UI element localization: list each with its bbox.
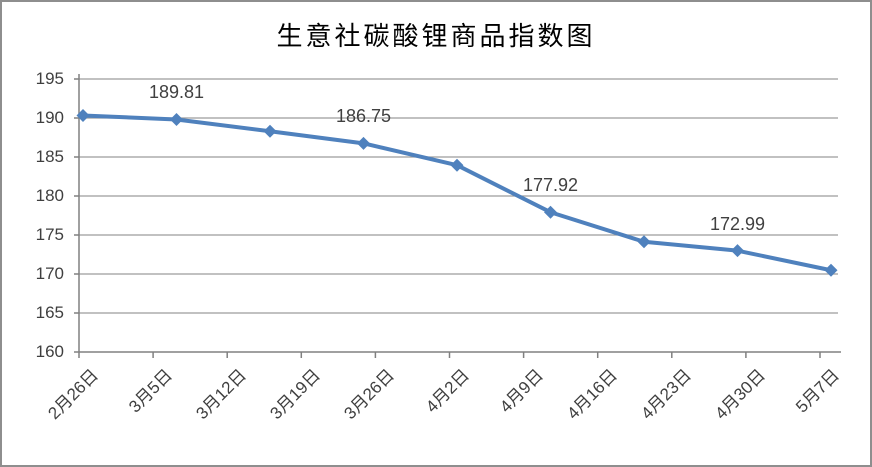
chart-title: 生意社碳酸锂商品指数图 xyxy=(276,22,596,52)
data-point-marker xyxy=(450,158,464,172)
data-point-label: 172.99 xyxy=(709,213,766,234)
data-point-marker xyxy=(357,136,370,150)
y-axis-label: 185 xyxy=(35,147,64,166)
y-axis-label: 160 xyxy=(35,342,64,361)
y-axis-label: 190 xyxy=(35,108,64,127)
data-point-marker xyxy=(637,235,651,249)
y-axis-label: 170 xyxy=(35,264,64,283)
data-point-marker xyxy=(731,244,744,258)
y-axis-label: 180 xyxy=(35,186,64,205)
y-axis-label: 165 xyxy=(35,303,64,322)
index-line xyxy=(82,113,832,273)
data-point-label: 177.92 xyxy=(522,175,579,196)
data-point-marker xyxy=(544,205,557,219)
y-axis-label: 175 xyxy=(35,225,64,244)
data-point-label: 189.81 xyxy=(148,82,205,103)
data-point-marker xyxy=(824,263,838,277)
data-point-marker xyxy=(76,109,90,123)
data-point-marker xyxy=(170,112,183,126)
data-point-label: 186.75 xyxy=(335,106,392,127)
y-axis-label: 195 xyxy=(35,69,64,88)
data-point-marker xyxy=(263,124,277,138)
